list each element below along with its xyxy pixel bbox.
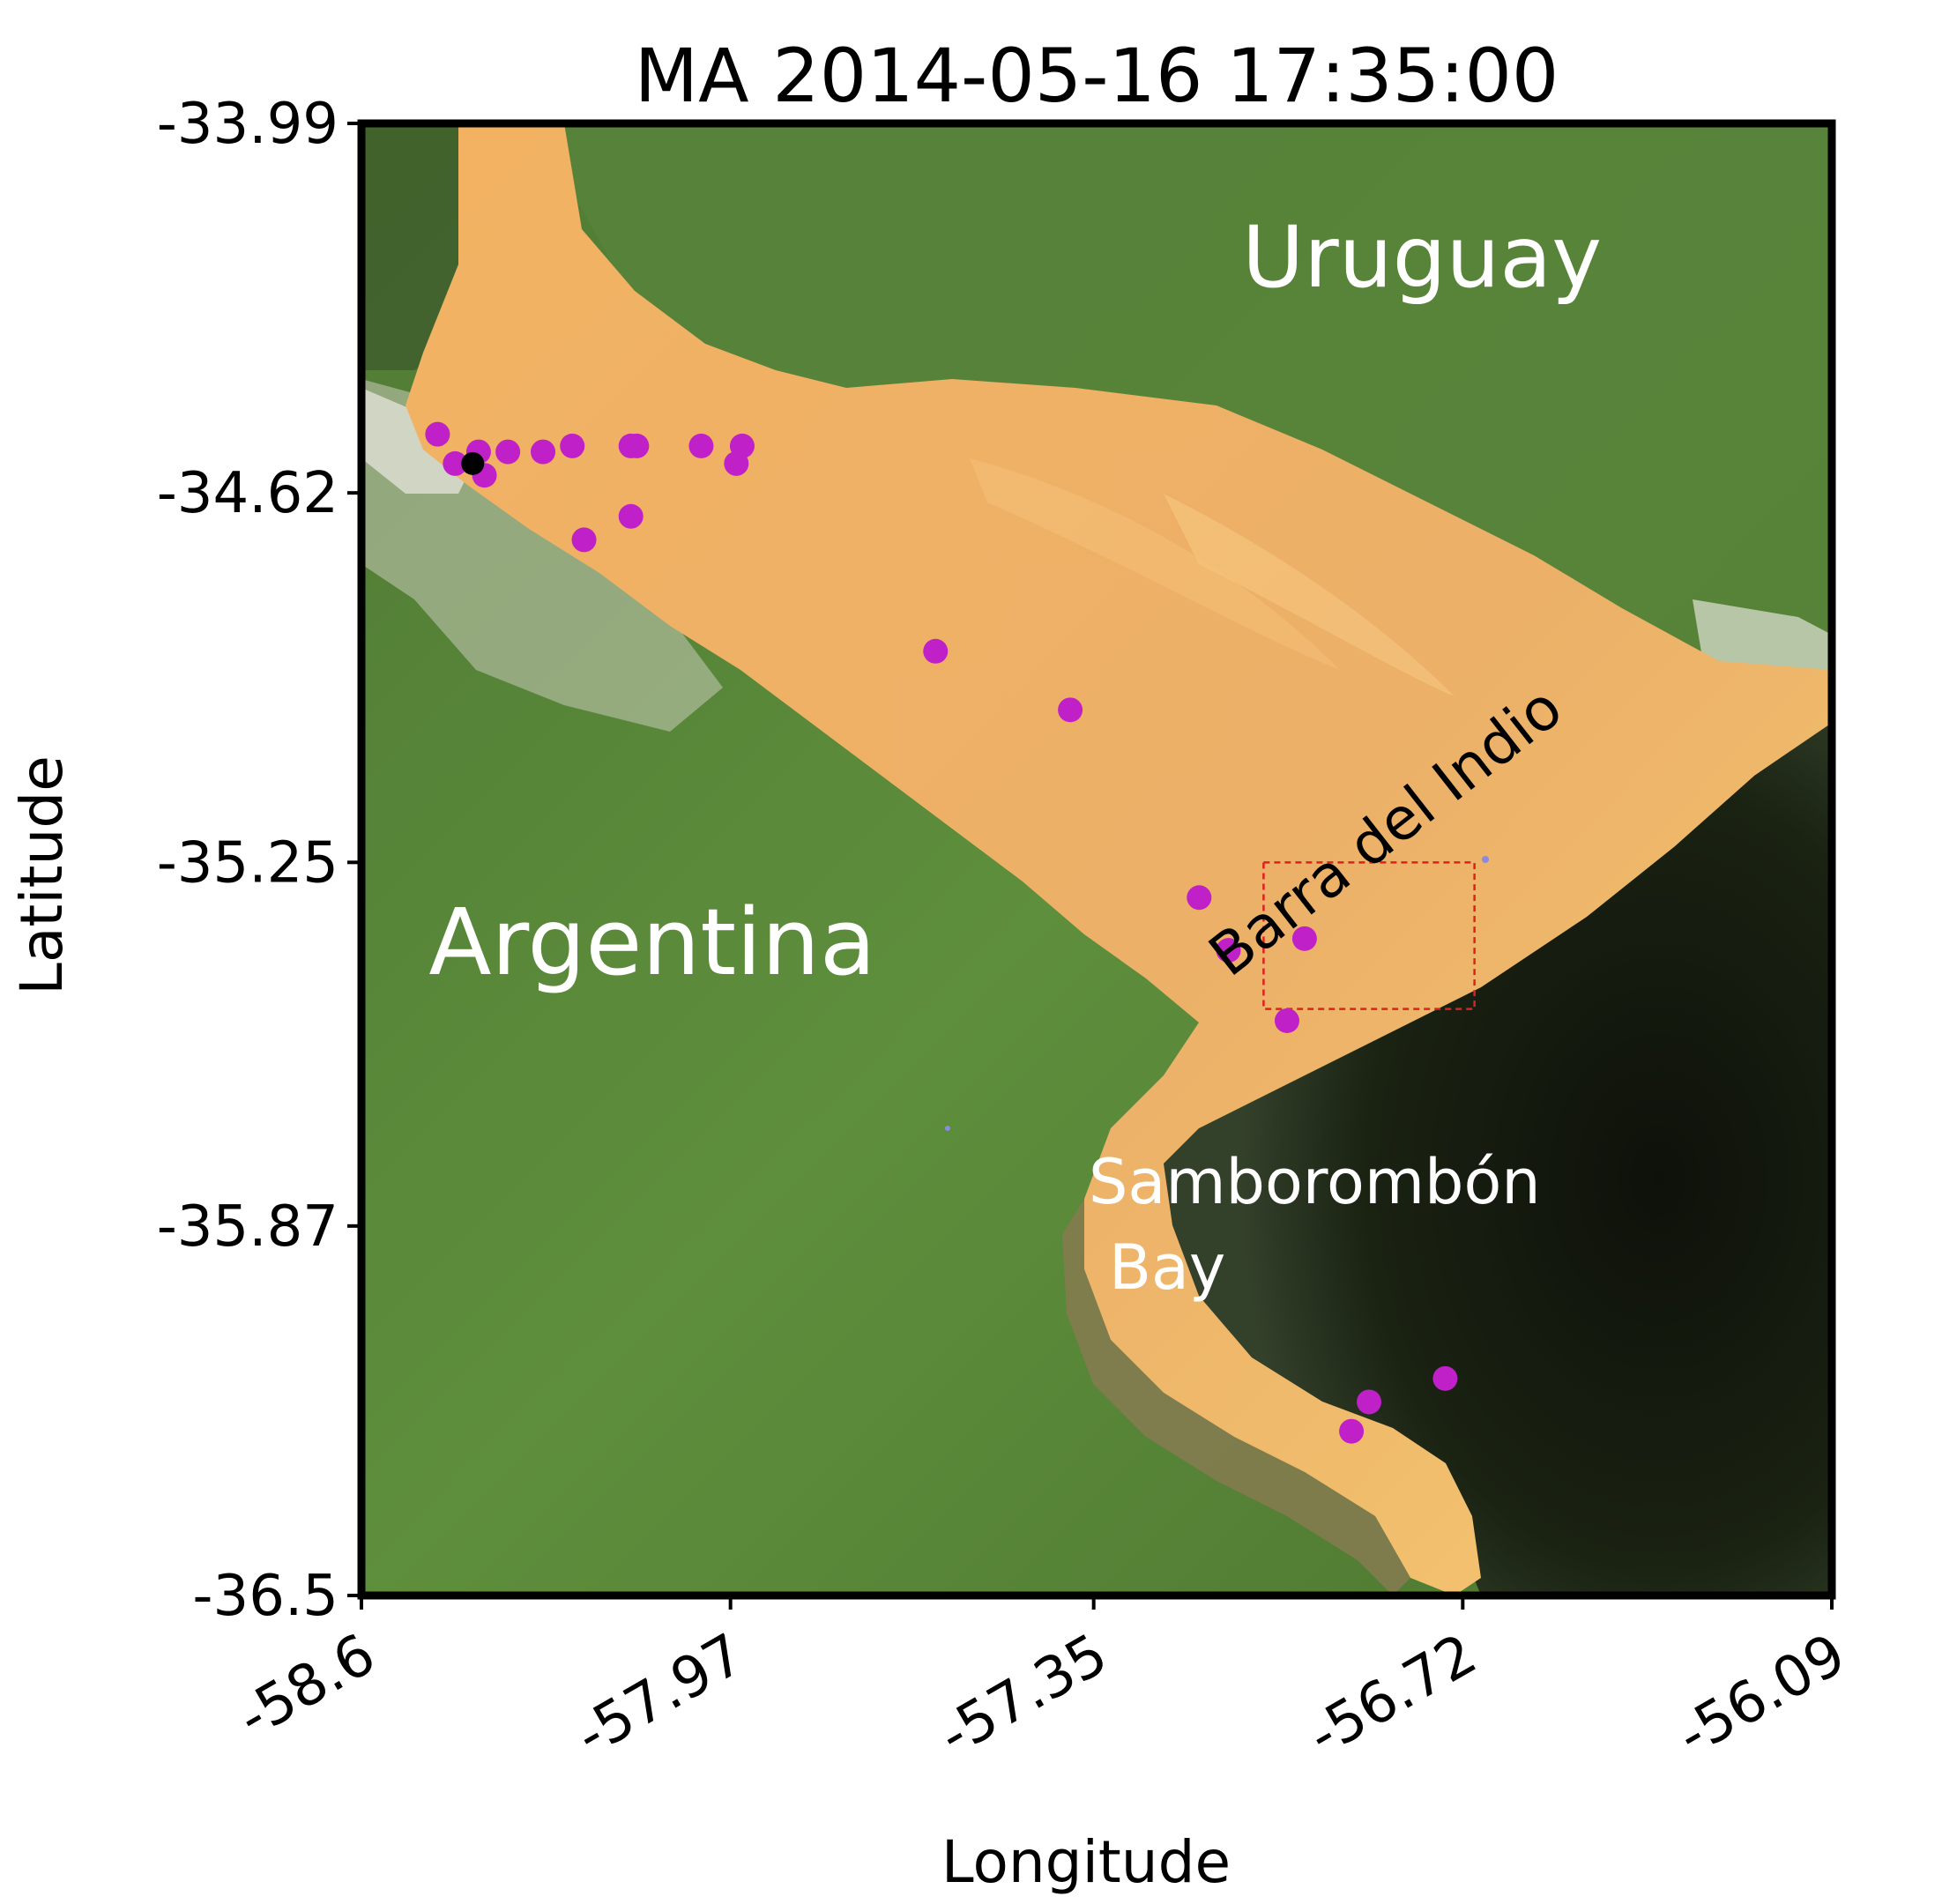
station-markers	[425, 421, 1458, 1444]
label-uruguay: Uruguay	[1242, 208, 1602, 307]
station-marker	[560, 433, 585, 458]
y-axis-label: Latitude	[8, 755, 76, 995]
x-axis-label: Longitude	[941, 1828, 1231, 1896]
x-tick-label: -58.6	[227, 1622, 386, 1752]
y-tick-label: -33.99	[157, 92, 339, 157]
x-tick-label: -57.97	[565, 1622, 755, 1769]
station-marker	[1291, 926, 1317, 951]
chart-title: MA 2014-05-16 17:35:00	[635, 33, 1559, 119]
x-tick-label: -57.35	[928, 1622, 1119, 1769]
station-marker	[618, 503, 644, 529]
plot-frame	[357, 119, 1836, 1600]
y-axis: -33.99 -34.62 -35.25 -35.87 -36.5	[157, 92, 361, 1629]
station-marker	[443, 450, 468, 476]
x-tick-label: -56.72	[1298, 1622, 1488, 1769]
station-marker	[1339, 1418, 1365, 1444]
station-marker	[1357, 1389, 1382, 1415]
station-marker	[624, 433, 650, 458]
station-marker	[495, 439, 521, 465]
station-marker	[425, 421, 450, 447]
station-marker	[531, 439, 556, 465]
station-marker	[1187, 885, 1212, 911]
label-argentina: Argentina	[428, 889, 875, 996]
station-marker	[1432, 1365, 1458, 1391]
y-tick-label: -34.62	[157, 461, 339, 526]
station-marker	[1274, 1008, 1299, 1033]
x-tick-label: -56.09	[1666, 1622, 1856, 1769]
y-tick-label: -36.5	[192, 1564, 339, 1629]
satellite-image	[361, 123, 1832, 1595]
station-marker	[729, 433, 755, 458]
label-samborombon: Samborombón	[1089, 1146, 1541, 1218]
station-marker	[688, 433, 714, 458]
station-marker	[571, 527, 597, 553]
highlight-station-marker	[461, 451, 485, 475]
label-bay: Bay	[1109, 1231, 1225, 1304]
y-tick-label: -35.25	[157, 830, 339, 896]
station-marker	[1058, 697, 1083, 723]
station-marker	[1216, 938, 1241, 963]
y-tick-label: -35.87	[157, 1194, 339, 1260]
x-axis: -58.6 -57.97 -57.35 -56.72 -56.09	[227, 1595, 1856, 1769]
station-marker	[923, 638, 949, 664]
